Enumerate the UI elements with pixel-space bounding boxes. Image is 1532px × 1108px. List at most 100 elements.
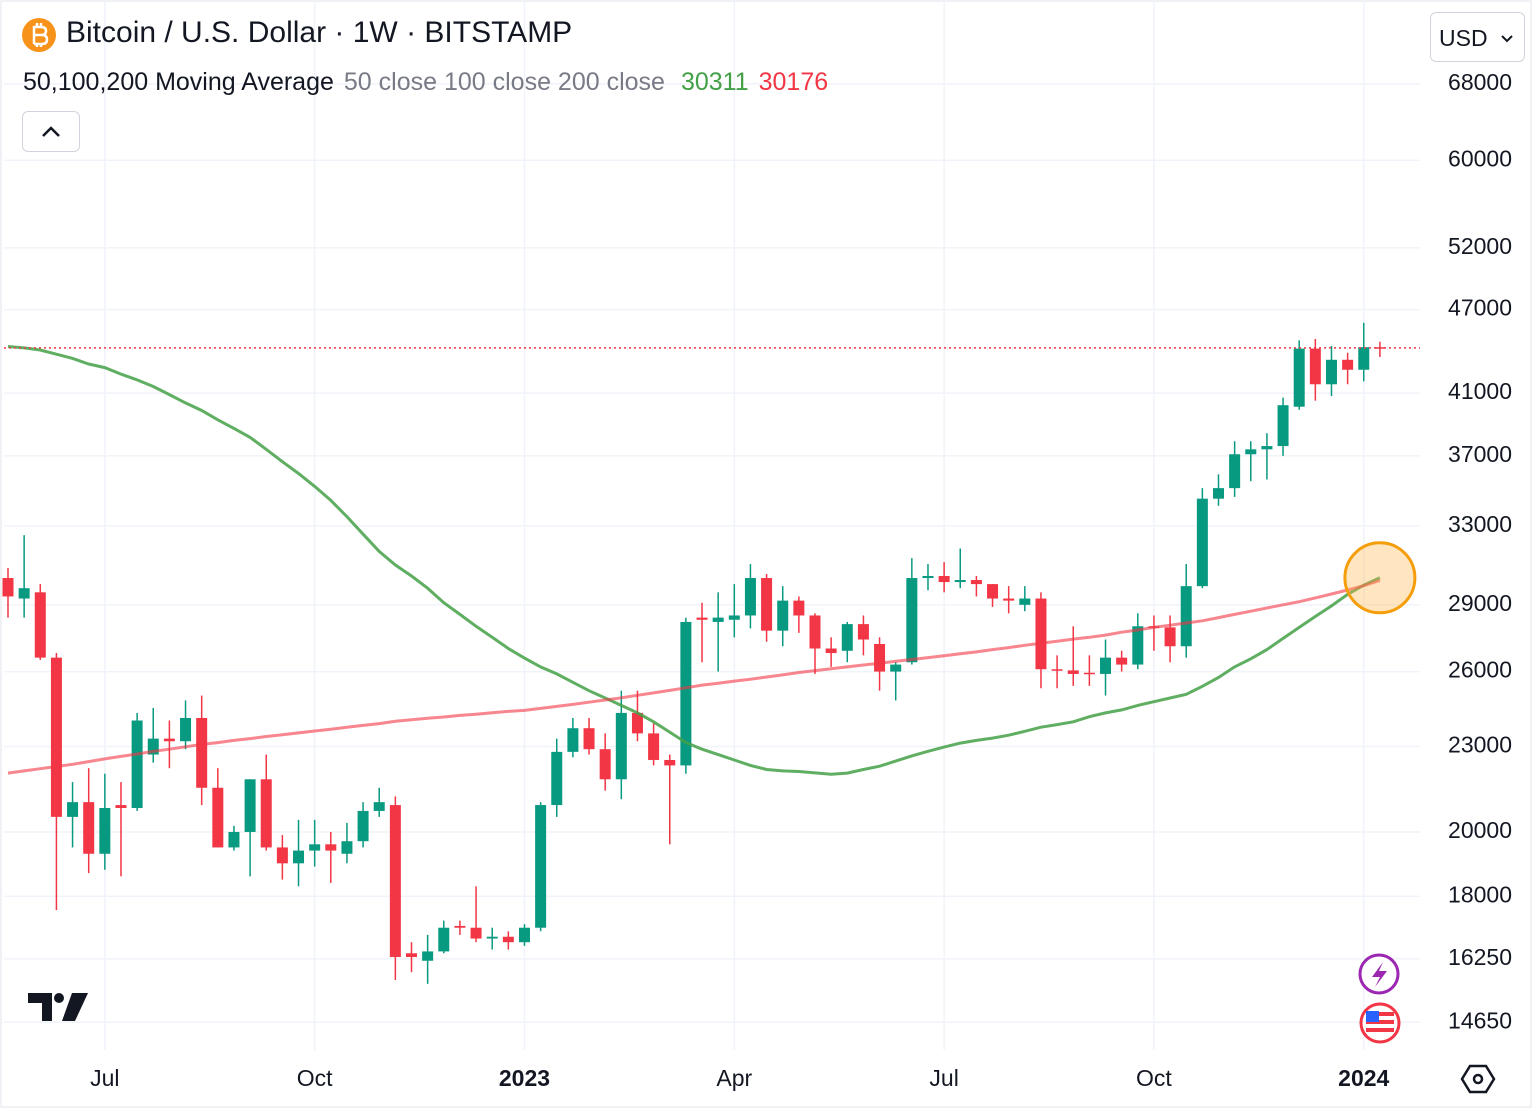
candle-body — [1245, 449, 1257, 455]
candle-body — [212, 787, 224, 848]
candle-body — [196, 717, 208, 788]
candle-body — [486, 936, 498, 939]
candle-body — [115, 805, 127, 808]
candle-body — [1180, 586, 1192, 647]
candle-body — [1358, 347, 1370, 370]
candle-body — [518, 927, 530, 943]
candle-body — [954, 580, 966, 583]
candle-body — [309, 844, 321, 851]
x-tick-label: Oct — [1136, 1065, 1172, 1091]
candle-body — [276, 847, 288, 864]
collapse-button[interactable] — [22, 111, 80, 152]
currency-button[interactable]: USD — [1430, 12, 1525, 62]
y-tick-label: 16250 — [1448, 944, 1512, 970]
candle-body — [357, 810, 369, 842]
candle-body — [325, 844, 337, 851]
chevron — [42, 126, 60, 137]
candle-body — [1277, 405, 1289, 447]
ma-value: 30176 — [758, 68, 829, 96]
candle-body — [970, 580, 982, 585]
candle-body — [244, 779, 256, 832]
candle-body — [1019, 598, 1031, 605]
y-tick-label: 37000 — [1448, 441, 1512, 467]
indicator-legend: 50,100,200 Moving Average 50 close 100 cl… — [23, 68, 838, 97]
candle-body — [938, 576, 950, 583]
y-tick-label: 20000 — [1448, 817, 1512, 843]
y-tick-label: 18000 — [1448, 881, 1512, 907]
candle-body — [1309, 348, 1321, 385]
x-tick-label: Oct — [297, 1065, 333, 1091]
candle-body — [180, 717, 192, 742]
candle-body — [1164, 627, 1176, 647]
x-tick-label: Jul — [90, 1065, 119, 1091]
candle-body — [631, 712, 643, 734]
candle-body — [1342, 359, 1354, 370]
candle-body — [1051, 669, 1063, 671]
candle-body — [389, 805, 401, 958]
candle-body — [1132, 626, 1144, 665]
candle-body — [1116, 657, 1128, 665]
candle-body — [777, 600, 789, 631]
candle-body — [147, 738, 159, 755]
candle-body — [228, 831, 240, 848]
candle-body — [841, 624, 853, 651]
y-tick-label: 47000 — [1448, 295, 1512, 321]
indicator-name: 50,100,200 Moving Average — [23, 68, 334, 96]
candle-body — [696, 617, 708, 620]
candle-body — [1035, 598, 1047, 670]
candle-body — [728, 615, 740, 620]
candle-body — [583, 728, 595, 750]
candle-body — [648, 733, 660, 760]
symbol-title: Bitcoin / U.S. Dollar · 1W · BITSTAMP — [66, 16, 573, 49]
x-tick-label: Jul — [929, 1065, 958, 1091]
candle-body — [1293, 348, 1305, 407]
moving-average-line — [7, 579, 1381, 775]
candle-body — [438, 927, 450, 952]
candle-body — [987, 584, 999, 599]
x-tick-label: 2024 — [1338, 1065, 1389, 1091]
candle-body — [1083, 672, 1095, 675]
candle-body — [131, 720, 143, 808]
y-tick-label: 68000 — [1448, 69, 1512, 95]
currency-label: USD — [1439, 25, 1488, 51]
candle-body — [67, 802, 79, 817]
candle-body — [535, 805, 547, 928]
candle-body — [712, 617, 724, 622]
candle-body — [18, 588, 30, 599]
candle-body — [1003, 598, 1015, 601]
candle-body — [422, 951, 434, 961]
candle-body — [744, 578, 756, 616]
highlight-circle — [1343, 541, 1417, 615]
candle-body — [793, 600, 805, 616]
settings-icon[interactable] — [1460, 1064, 1496, 1094]
candle-body — [341, 841, 353, 854]
candle-body — [1100, 657, 1112, 674]
candle-body — [260, 779, 272, 848]
candle-body — [551, 751, 563, 806]
candle-body — [874, 643, 886, 672]
y-tick-label: 29000 — [1448, 590, 1512, 616]
lightning-icon[interactable] — [1358, 953, 1400, 995]
candle-body — [615, 712, 627, 780]
candle-body — [664, 759, 676, 766]
indicator-params: 50 close 100 close 200 close — [343, 68, 665, 96]
candle-body — [50, 657, 62, 817]
candle-body — [406, 953, 417, 958]
y-tick-label: 52000 — [1448, 233, 1512, 259]
candle-body — [293, 850, 305, 864]
candle-body — [761, 578, 773, 631]
y-tick-label: 23000 — [1448, 732, 1512, 758]
flag-icon[interactable] — [1359, 1002, 1401, 1044]
chevron — [1501, 35, 1513, 43]
candle-body — [680, 621, 692, 766]
candle-body — [34, 592, 46, 658]
y-tick-label: 26000 — [1448, 657, 1512, 683]
logo — [28, 993, 88, 1021]
y-tick-label: 14650 — [1448, 1007, 1512, 1033]
candle-body — [454, 925, 466, 928]
candle-body — [373, 802, 385, 811]
candle-body — [825, 648, 837, 654]
candle-body — [99, 807, 111, 854]
